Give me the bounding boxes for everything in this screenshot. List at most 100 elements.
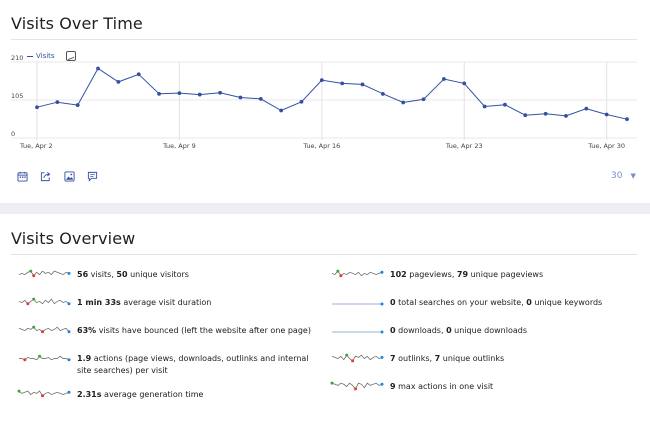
data-point[interactable] — [218, 90, 223, 95]
metric-label: outlinks, — [395, 354, 435, 363]
visits-over-time-title: Visits Over Time — [11, 14, 143, 33]
sparkline-min-dot — [354, 387, 358, 391]
period-select[interactable]: 30 ▼ — [611, 171, 636, 181]
y-tick-label: 105 — [11, 92, 23, 100]
sparkline-min-dot — [26, 302, 30, 306]
data-point[interactable] — [401, 100, 406, 105]
data-point[interactable] — [116, 80, 121, 84]
metric-label: pageviews, — [406, 270, 457, 279]
metric-value: 56 — [77, 270, 89, 279]
metric-row: 2.31s average generation time — [77, 389, 203, 401]
visits-overview-card — [0, 214, 650, 441]
metric-value: 9 — [390, 382, 396, 391]
metric-label: downloads, — [395, 326, 447, 335]
data-point[interactable] — [441, 77, 446, 81]
metric-value: 0 — [390, 326, 396, 335]
metric-row: 56 visits, 50 unique visitors — [77, 269, 189, 281]
data-point[interactable] — [279, 108, 284, 113]
data-point[interactable] — [299, 99, 304, 104]
export-icon[interactable] — [40, 171, 51, 182]
y-tick-label: 210 — [11, 54, 23, 62]
data-point[interactable] — [543, 111, 548, 116]
data-point[interactable] — [604, 112, 609, 117]
metric-value: 79 — [456, 270, 469, 279]
sparkline[interactable] — [330, 352, 384, 364]
data-point[interactable] — [360, 82, 365, 87]
sparkline-max-dot — [29, 269, 33, 273]
sparkline[interactable] — [17, 296, 71, 308]
metric-value: 0 — [446, 326, 452, 335]
data-point[interactable] — [258, 97, 263, 101]
sparkline-min-dot — [41, 330, 45, 334]
sparkline[interactable] — [330, 268, 384, 280]
metric-picker-icon[interactable] — [66, 51, 76, 61]
metric-value: 1 min 33s — [77, 298, 121, 307]
x-tick-label: Tue, Apr 16 — [302, 142, 340, 150]
sparkline-max-dot — [17, 389, 21, 393]
data-point[interactable] — [177, 91, 182, 96]
image-icon[interactable] — [64, 171, 75, 182]
sparkline-last-dot — [67, 390, 71, 394]
data-point[interactable] — [625, 117, 629, 122]
sparkline-min-dot — [351, 359, 355, 363]
data-point[interactable] — [380, 91, 385, 96]
sparkline-last-dot — [380, 302, 384, 306]
data-point[interactable] — [503, 102, 507, 107]
data-point[interactable] — [523, 113, 528, 118]
annotation-icon[interactable] — [87, 171, 98, 182]
sparkline-last-dot — [380, 355, 384, 359]
metric-label: visits, — [88, 270, 117, 279]
metric-row: 1 min 33s average visit duration — [77, 297, 211, 309]
data-point[interactable] — [319, 78, 324, 82]
sparkline-path — [18, 270, 70, 277]
metric-label: unique outlinks — [440, 354, 505, 363]
sparkline[interactable] — [17, 268, 71, 280]
data-point[interactable] — [35, 105, 39, 110]
data-point[interactable] — [55, 100, 60, 105]
sparkline-max-dot — [345, 353, 349, 357]
visits-overview-title: Visits Overview — [11, 229, 136, 248]
sparkline[interactable] — [330, 296, 384, 308]
sparkline-path — [18, 390, 70, 397]
metric-label: site searches) per visit — [77, 366, 168, 375]
metric-row: 0 downloads, 0 unique downloads — [390, 325, 527, 337]
sparkline-last-dot — [67, 302, 71, 306]
data-point[interactable] — [564, 114, 568, 118]
data-point[interactable] — [584, 106, 589, 111]
sparkline[interactable] — [17, 352, 71, 364]
data-point[interactable] — [462, 81, 467, 86]
sparkline[interactable] — [17, 324, 71, 336]
metric-label: actions (page views, downloads, outlinks… — [91, 354, 309, 363]
metric-value: 7 — [390, 354, 396, 363]
sparkline-min-dot — [339, 274, 343, 278]
data-point[interactable] — [197, 92, 202, 97]
sparkline-last-dot — [67, 330, 71, 334]
visits-line-chart[interactable]: 210 105 0 Tue, Apr 2 Tue, Apr 9 Tue, Apr 16 Tu… — [0, 0, 650, 160]
sparkline[interactable] — [330, 324, 384, 336]
metric-label: max actions in one visit — [395, 382, 494, 391]
data-point[interactable] — [238, 95, 243, 100]
data-point[interactable] — [96, 66, 100, 71]
sparkline[interactable] — [330, 380, 384, 392]
metric-value: 0 — [526, 298, 532, 307]
metric-label: unique visitors — [127, 270, 189, 279]
data-point[interactable] — [157, 91, 161, 96]
series-line-visits — [36, 67, 628, 120]
sparkline-last-dot — [380, 382, 384, 386]
x-tick-label: Tue, Apr 23 — [445, 142, 483, 150]
data-point[interactable] — [340, 81, 345, 86]
data-point[interactable] — [482, 104, 487, 109]
data-point[interactable] — [75, 103, 80, 107]
metric-value: 7 — [434, 354, 441, 363]
data-point[interactable] — [136, 72, 141, 77]
chart-legend[interactable]: Visits — [27, 52, 55, 60]
sparkline-path — [331, 382, 383, 390]
calendar-icon[interactable] — [17, 171, 28, 182]
data-point[interactable] — [421, 97, 426, 102]
metric-value: 2.31s — [77, 390, 102, 399]
sparkline-max-dot — [330, 381, 334, 385]
sparkline[interactable] — [17, 388, 71, 400]
sparkline-min-dot — [41, 394, 45, 398]
chevron-down-icon: ▼ — [630, 172, 636, 180]
title-divider — [11, 254, 637, 255]
